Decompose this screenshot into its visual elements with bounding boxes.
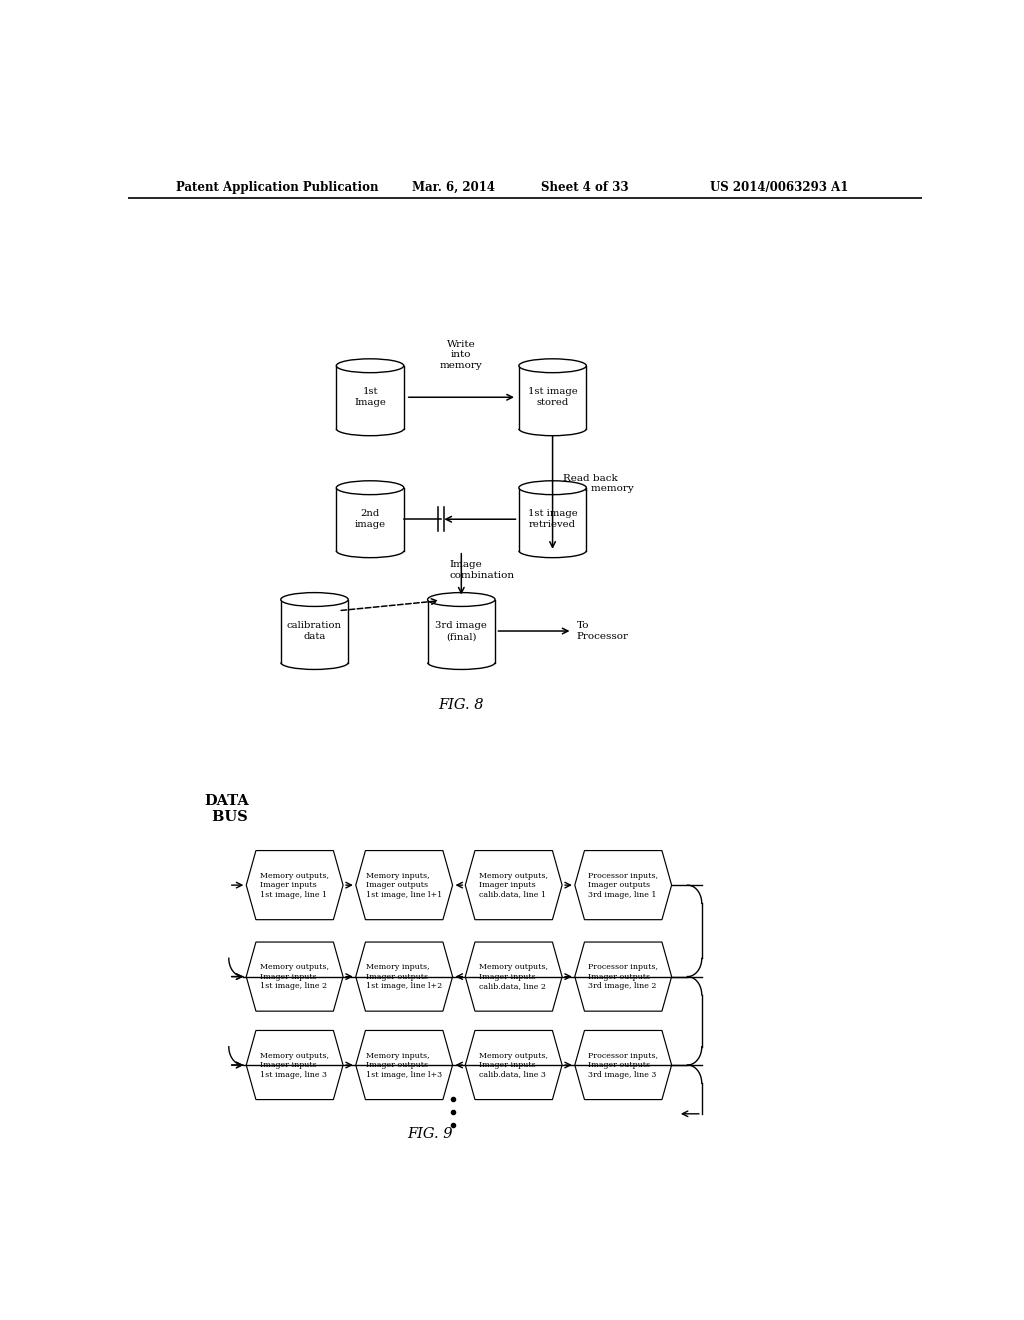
Polygon shape bbox=[465, 850, 562, 920]
Text: FIG. 9: FIG. 9 bbox=[407, 1127, 453, 1142]
Polygon shape bbox=[465, 942, 562, 1011]
Text: Processor inputs,
Imager outputs
3rd image, line 3: Processor inputs, Imager outputs 3rd ima… bbox=[588, 1052, 658, 1078]
Ellipse shape bbox=[519, 359, 587, 372]
Text: Memory inputs,
Imager outputs
1st image, line l+1: Memory inputs, Imager outputs 1st image,… bbox=[366, 871, 442, 899]
Text: Memory inputs,
Imager outputs
1st image, line l+3: Memory inputs, Imager outputs 1st image,… bbox=[367, 1052, 442, 1078]
Text: 1st image
retrieved: 1st image retrieved bbox=[527, 510, 578, 529]
Text: Image
combination: Image combination bbox=[450, 561, 514, 579]
Bar bbox=[428, 599, 495, 663]
Bar bbox=[519, 487, 587, 550]
Polygon shape bbox=[246, 942, 343, 1011]
Bar bbox=[281, 599, 348, 663]
Ellipse shape bbox=[519, 480, 587, 495]
Text: Write
into
memory: Write into memory bbox=[440, 341, 482, 370]
Text: Memory outputs,
Imager inputs
calib.data, line 2: Memory outputs, Imager inputs calib.data… bbox=[479, 964, 548, 990]
Text: DATA
 BUS: DATA BUS bbox=[205, 793, 250, 824]
Polygon shape bbox=[355, 942, 453, 1011]
Ellipse shape bbox=[336, 359, 403, 372]
Text: calibration
data: calibration data bbox=[287, 620, 342, 642]
Text: US 2014/0063293 A1: US 2014/0063293 A1 bbox=[710, 181, 848, 194]
Polygon shape bbox=[574, 850, 672, 920]
Text: Mar. 6, 2014: Mar. 6, 2014 bbox=[412, 181, 495, 194]
Ellipse shape bbox=[428, 593, 495, 606]
Bar bbox=[336, 366, 403, 429]
Polygon shape bbox=[465, 1031, 562, 1100]
Polygon shape bbox=[246, 1031, 343, 1100]
Polygon shape bbox=[574, 1031, 672, 1100]
Text: Memory inputs,
Imager outputs
1st image, line l+2: Memory inputs, Imager outputs 1st image,… bbox=[367, 964, 442, 990]
Text: Memory outputs,
Imager inputs
calib.data, line 1: Memory outputs, Imager inputs calib.data… bbox=[479, 871, 548, 899]
Text: Memory outputs,
Imager inputs
calib.data, line 3: Memory outputs, Imager inputs calib.data… bbox=[479, 1052, 548, 1078]
Text: 2nd
image: 2nd image bbox=[354, 510, 386, 529]
Text: Memory outputs,
Imager inputs
1st image, line 3: Memory outputs, Imager inputs 1st image,… bbox=[260, 1052, 329, 1078]
Polygon shape bbox=[355, 1031, 453, 1100]
Text: 1st image
stored: 1st image stored bbox=[527, 387, 578, 408]
Text: To
Processor: To Processor bbox=[577, 622, 629, 640]
Text: Processor inputs,
Imager outputs
3rd image, line 1: Processor inputs, Imager outputs 3rd ima… bbox=[588, 871, 658, 899]
Text: 1st
Image: 1st Image bbox=[354, 387, 386, 408]
Bar bbox=[336, 487, 403, 550]
Text: Read back
from memory: Read back from memory bbox=[563, 474, 634, 494]
Text: Memory outputs,
Imager inputs
1st image, line 1: Memory outputs, Imager inputs 1st image,… bbox=[260, 871, 329, 899]
Polygon shape bbox=[246, 850, 343, 920]
Polygon shape bbox=[574, 942, 672, 1011]
Text: Patent Application Publication: Patent Application Publication bbox=[176, 181, 378, 194]
Bar bbox=[519, 366, 587, 429]
Ellipse shape bbox=[281, 593, 348, 606]
Text: Sheet 4 of 33: Sheet 4 of 33 bbox=[541, 181, 628, 194]
Polygon shape bbox=[355, 850, 453, 920]
Ellipse shape bbox=[336, 480, 403, 495]
Text: FIG. 8: FIG. 8 bbox=[438, 698, 484, 713]
Text: Memory outputs,
Imager inputs
1st image, line 2: Memory outputs, Imager inputs 1st image,… bbox=[260, 964, 329, 990]
Text: Processor inputs,
Imager outputs
3rd image, line 2: Processor inputs, Imager outputs 3rd ima… bbox=[588, 964, 658, 990]
Text: 3rd image
(final): 3rd image (final) bbox=[435, 620, 487, 642]
